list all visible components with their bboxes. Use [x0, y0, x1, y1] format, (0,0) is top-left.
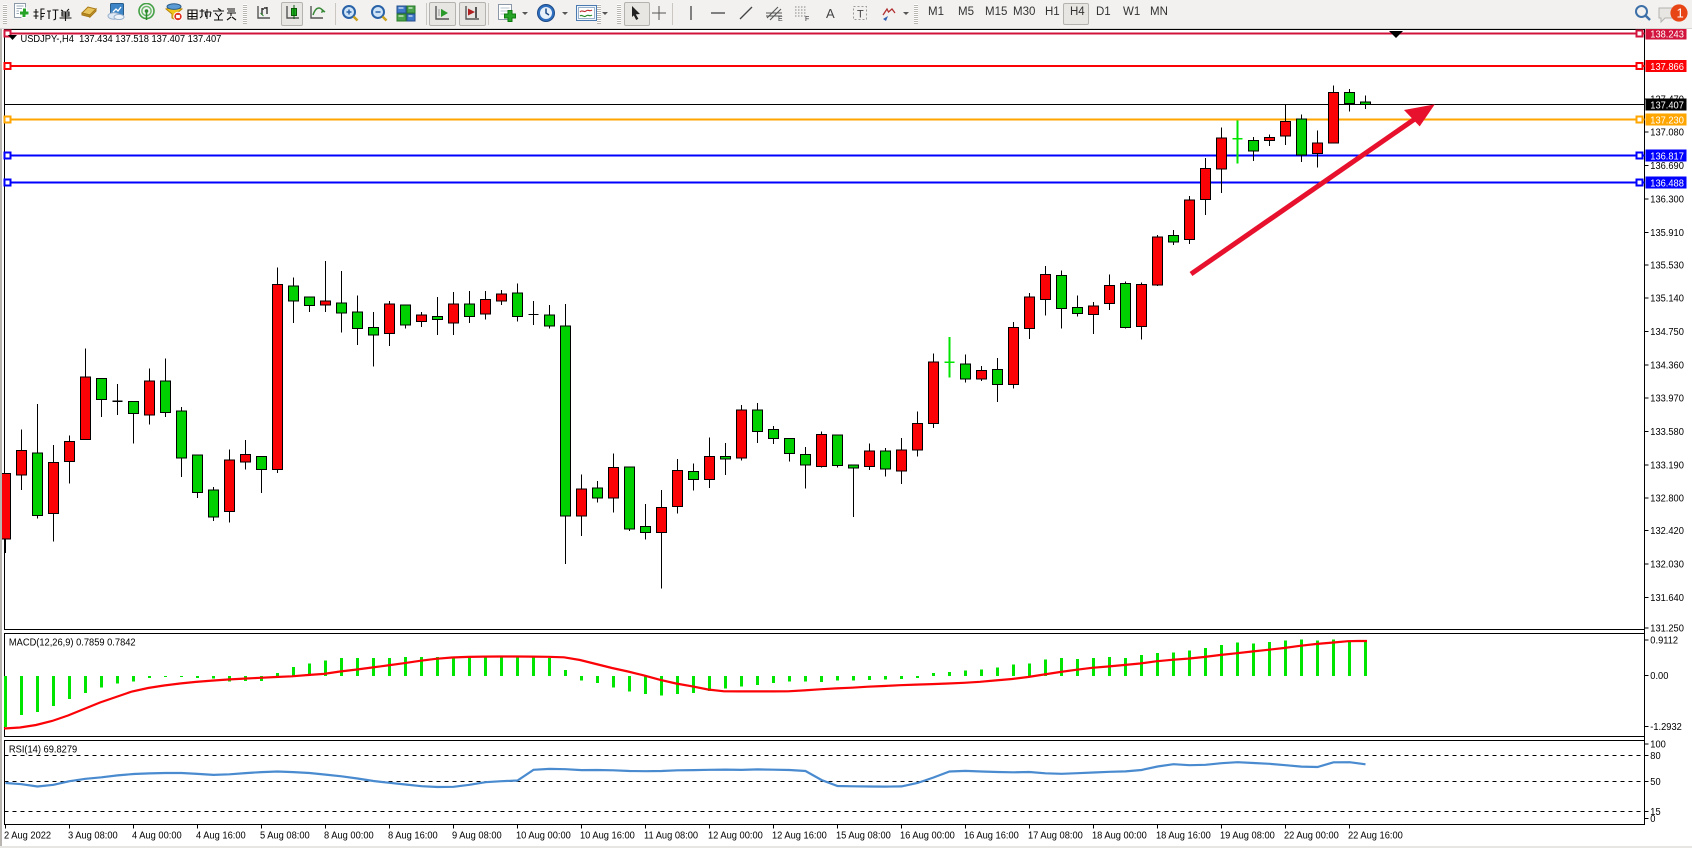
svg-text:135.140: 135.140 — [1650, 294, 1684, 305]
svg-text:0.9112: 0.9112 — [1650, 636, 1678, 647]
svg-text:10 Aug 16:00: 10 Aug 16:00 — [580, 831, 635, 842]
svg-text:136.488: 136.488 — [1650, 178, 1684, 189]
svg-text:135.910: 135.910 — [1650, 228, 1684, 239]
svg-text:T: T — [857, 9, 864, 21]
svg-text:137.230: 137.230 — [1650, 115, 1684, 126]
svg-text:131.250: 131.250 — [1650, 624, 1684, 635]
svg-text:137.866: 137.866 — [1650, 62, 1684, 73]
svg-text:50: 50 — [1650, 777, 1661, 788]
svg-text:4 Aug 00:00: 4 Aug 00:00 — [132, 831, 182, 842]
svg-text:16 Aug 00:00: 16 Aug 00:00 — [900, 831, 955, 842]
svg-text:10 Aug 00:00: 10 Aug 00:00 — [516, 831, 571, 842]
svg-text:135.530: 135.530 — [1650, 260, 1684, 271]
svg-text:19 Aug 08:00: 19 Aug 08:00 — [1220, 831, 1275, 842]
svg-text:137.407: 137.407 — [1650, 100, 1684, 111]
svg-text:12 Aug 16:00: 12 Aug 16:00 — [772, 831, 827, 842]
svg-text:132.800: 132.800 — [1650, 494, 1684, 505]
svg-text:134.750: 134.750 — [1650, 327, 1684, 338]
svg-text:136.690: 136.690 — [1650, 161, 1684, 172]
svg-text:8 Aug 16:00: 8 Aug 16:00 — [388, 831, 438, 842]
svg-text:RSI(14) 69.8279: RSI(14) 69.8279 — [9, 745, 78, 756]
svg-text:132.420: 132.420 — [1650, 526, 1684, 537]
svg-text:5 Aug 08:00: 5 Aug 08:00 — [260, 831, 310, 842]
svg-text:0: 0 — [1650, 814, 1656, 825]
svg-text:12 Aug 00:00: 12 Aug 00:00 — [708, 831, 763, 842]
svg-text:136.817: 136.817 — [1650, 151, 1684, 162]
svg-text:-1.2932: -1.2932 — [1650, 722, 1682, 733]
svg-text:18 Aug 00:00: 18 Aug 00:00 — [1092, 831, 1147, 842]
svg-text:1: 1 — [1677, 6, 1684, 21]
svg-text:18 Aug 16:00: 18 Aug 16:00 — [1156, 831, 1211, 842]
svg-text:3 Aug 08:00: 3 Aug 08:00 — [68, 831, 118, 842]
svg-text:133.970: 133.970 — [1650, 394, 1684, 405]
svg-text:134.360: 134.360 — [1650, 360, 1684, 371]
svg-text:15: 15 — [1650, 807, 1661, 818]
svg-text:136.300: 136.300 — [1650, 194, 1684, 205]
svg-text:133.580: 133.580 — [1650, 427, 1684, 438]
svg-text:4 Aug 16:00: 4 Aug 16:00 — [196, 831, 246, 842]
svg-text:100: 100 — [1650, 740, 1666, 751]
svg-text:9 Aug 08:00: 9 Aug 08:00 — [452, 831, 502, 842]
svg-text:137.080: 137.080 — [1650, 128, 1684, 139]
svg-text:22 Aug 00:00: 22 Aug 00:00 — [1284, 831, 1339, 842]
svg-text:15 Aug 08:00: 15 Aug 08:00 — [836, 831, 891, 842]
svg-text:8 Aug 00:00: 8 Aug 00:00 — [324, 831, 374, 842]
svg-text:MACD(12,26,9) 0.7859 0.7842: MACD(12,26,9) 0.7859 0.7842 — [9, 638, 136, 649]
svg-text:USDJPY-,H4 137.434 137.518 13: USDJPY-,H4 137.434 137.518 137.407 137.4… — [21, 34, 222, 45]
svg-text:0.00: 0.00 — [1650, 671, 1669, 682]
svg-text:80: 80 — [1650, 751, 1661, 762]
svg-text:17 Aug 08:00: 17 Aug 08:00 — [1028, 831, 1083, 842]
svg-text:E: E — [778, 16, 783, 22]
svg-text:132.030: 132.030 — [1650, 560, 1684, 571]
svg-text:2 Aug 2022: 2 Aug 2022 — [4, 831, 52, 842]
svg-text:16 Aug 16:00: 16 Aug 16:00 — [964, 831, 1019, 842]
svg-text:138.243: 138.243 — [1650, 29, 1684, 40]
svg-text:131.640: 131.640 — [1650, 593, 1684, 604]
svg-text:22 Aug 16:00: 22 Aug 16:00 — [1348, 831, 1403, 842]
svg-text:11 Aug 08:00: 11 Aug 08:00 — [644, 831, 699, 842]
svg-text:F: F — [805, 16, 809, 22]
svg-text:133.190: 133.190 — [1650, 460, 1684, 471]
